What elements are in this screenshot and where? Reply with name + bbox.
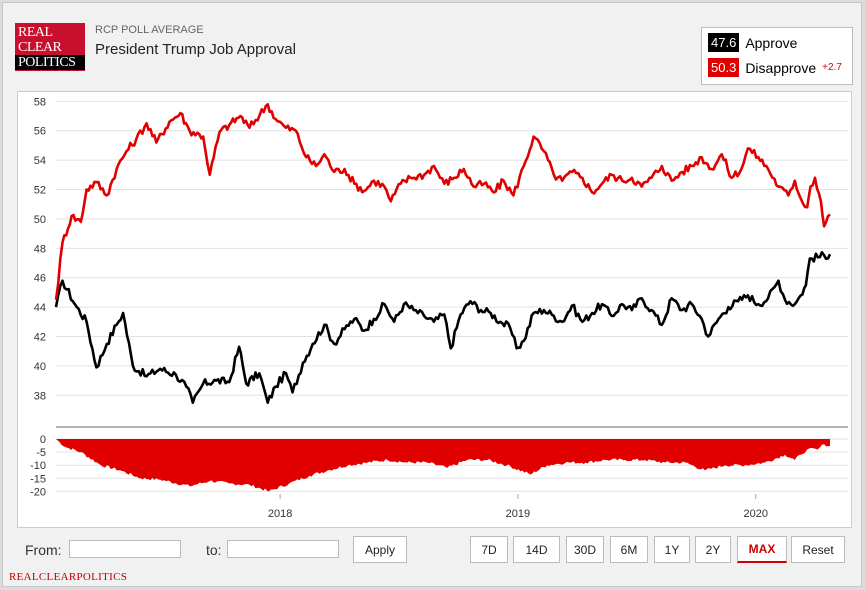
approval-chart-svg[interactable]: 38 40 42 44 46 48 50 52 54 56 58 0-5-10-15-20 2018 20… [18, 92, 851, 527]
plot-area[interactable]: 38 40 42 44 46 48 50 52 54 56 58 0 -5 -10 -15 -20 2018 20… [17, 91, 852, 528]
x-tick-label-2018: 2018 [268, 508, 292, 520]
disapprove-delta: +2.7 [822, 62, 842, 73]
range-button-1y[interactable]: 1Y [654, 536, 690, 563]
legend: 47.6 Approve 50.3 Disapprove +2.7 [701, 27, 853, 85]
spread-tick-label--15: -15 [30, 473, 46, 485]
disapprove-label: Disapprove [745, 59, 817, 76]
y-tick-label-38: 38 [34, 390, 46, 402]
series-line-approve [54, 251, 832, 404]
range-button-max[interactable]: MAX [737, 536, 787, 563]
rcp-logo[interactable]: REAL CLEAR POLITICS [15, 23, 85, 71]
y-tick-label-48: 48 [34, 243, 46, 255]
to-label: to: [206, 542, 222, 558]
footer-brand[interactable]: REALCLEARPOLITICS [9, 571, 128, 583]
spread-tick-label--20: -20 [30, 486, 46, 498]
to-date-input[interactable] [227, 540, 339, 558]
y-tick-label-46: 46 [34, 273, 46, 285]
y-tick-label-58: 58 [34, 96, 46, 108]
x-tick-label-2020: 2020 [743, 508, 767, 520]
legend-disapprove: 50.3 Disapprove +2.7 [708, 58, 842, 77]
range-button-7d[interactable]: 7D [470, 536, 508, 563]
range-button-6m[interactable]: 6M [610, 536, 648, 563]
spread-tick-label-0: 0 [40, 434, 46, 446]
legend-approve: 47.6 Approve [708, 33, 797, 52]
from-label: From: [25, 542, 62, 558]
range-button-2y[interactable]: 2Y [695, 536, 731, 563]
disapprove-value: 50.3 [708, 58, 740, 77]
range-button-14d[interactable]: 14D [513, 536, 560, 563]
approve-value: 47.6 [708, 33, 740, 52]
spread-tick-label--5: -5 [36, 447, 46, 459]
x-tick-label-2019: 2019 [506, 508, 530, 520]
apply-button[interactable]: Apply [353, 536, 407, 563]
y-tick-label-52: 52 [34, 185, 46, 197]
approve-label: Approve [745, 34, 798, 51]
from-date-input[interactable] [69, 540, 181, 558]
spread-tick-label--10: -10 [30, 460, 46, 472]
range-button-30d[interactable]: 30D [566, 536, 604, 563]
range-controls: From: to: Apply 7D 14D 30D 6M 1Y 2Y MAX Reset [3, 531, 861, 571]
series-line-disapprove [54, 103, 831, 300]
chart-title: President Trump Job Approval [95, 41, 296, 58]
spread-area [56, 439, 830, 492]
y-tick-label-54: 54 [34, 155, 46, 167]
reset-button[interactable]: Reset [791, 536, 845, 563]
y-tick-label-40: 40 [34, 361, 46, 373]
y-tick-label-44: 44 [34, 302, 46, 314]
y-tick-label-56: 56 [34, 126, 46, 138]
y-tick-label-42: 42 [34, 332, 46, 344]
y-tick-label-50: 50 [34, 214, 46, 226]
chart-subtitle: RCP POLL AVERAGE [95, 24, 204, 36]
